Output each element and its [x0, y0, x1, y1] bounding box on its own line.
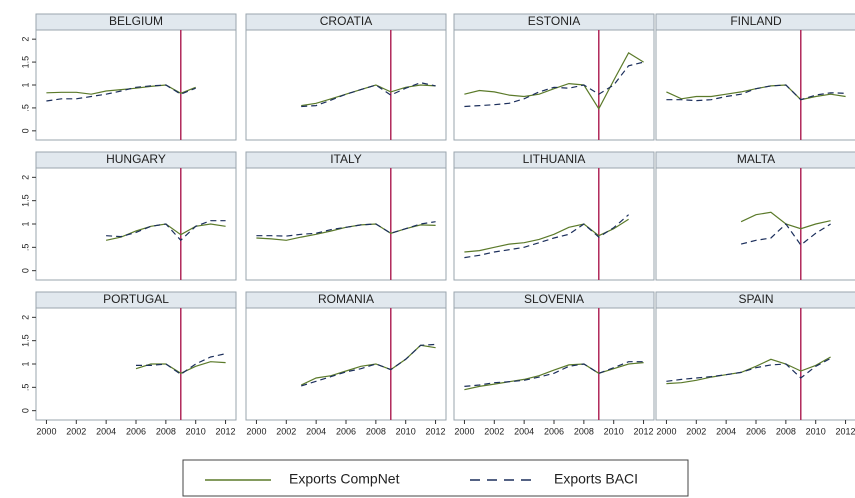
y-tick-label: 2: [20, 175, 30, 180]
y-tick-label: 1: [20, 361, 30, 366]
y-tick-label: 1.5: [20, 334, 30, 347]
panel-title: LITHUANIA: [523, 152, 586, 166]
plot-area: [35, 29, 237, 141]
y-tick-label: 2: [20, 37, 30, 42]
series-line: [46, 84, 196, 95]
plot-area: [245, 167, 447, 281]
plot-area: [453, 307, 655, 421]
x-tick-label: 2010: [186, 426, 206, 436]
series-line: [464, 361, 644, 387]
x-tick-label: 2000: [454, 426, 474, 436]
x-tick-label: 2002: [484, 426, 504, 436]
plot-area: [453, 167, 655, 281]
series-line: [135, 361, 226, 374]
x-tick-label: 2004: [306, 426, 326, 436]
series-line: [740, 223, 831, 246]
series-line: [106, 220, 226, 242]
x-tick-label: 2004: [716, 426, 736, 436]
y-tick-label: 2: [20, 315, 30, 320]
x-tick-label: 2000: [656, 426, 676, 436]
plot-area: [35, 167, 237, 281]
series-line: [301, 343, 436, 387]
x-tick-label: 2010: [396, 426, 416, 436]
x-tick-label: 2002: [686, 426, 706, 436]
x-tick-label: 2000: [246, 426, 266, 436]
panel-title: MALTA: [737, 152, 775, 166]
plot-area: [245, 307, 447, 421]
x-tick-label: 2012: [216, 426, 236, 436]
plot-area: [35, 307, 237, 421]
series-line: [464, 362, 644, 391]
panel-title: ROMANIA: [318, 292, 374, 306]
x-tick-label: 2012: [634, 426, 654, 436]
y-tick-label: 1.5: [20, 194, 30, 207]
legend-label: Exports BACI: [554, 471, 638, 487]
y-tick-label: 1: [20, 82, 30, 87]
panel-title: CROATIA: [320, 14, 372, 28]
x-tick-label: 2006: [336, 426, 356, 436]
plot-area: [655, 29, 855, 141]
x-tick-label: 2008: [156, 426, 176, 436]
y-tick-label: 1.5: [20, 56, 30, 69]
plot-area: [453, 29, 655, 141]
series-line: [464, 61, 644, 108]
series-line: [464, 52, 644, 111]
series-line: [46, 84, 196, 102]
x-tick-label: 2010: [806, 426, 826, 436]
x-tick-label: 2004: [96, 426, 116, 436]
y-tick-label: 0: [20, 268, 30, 273]
panel-title: FINLAND: [730, 14, 782, 28]
panel-title: SPAIN: [738, 292, 773, 306]
y-tick-label: 1: [20, 221, 30, 226]
series-line: [666, 356, 831, 385]
panel-title: PORTUGAL: [103, 292, 169, 306]
legend-box: [182, 459, 689, 497]
series-line: [136, 353, 226, 376]
x-tick-label: 2008: [776, 426, 796, 436]
x-tick-label: 2002: [66, 426, 86, 436]
x-tick-label: 2002: [276, 426, 296, 436]
y-tick-label: .5: [20, 384, 30, 392]
series-line: [666, 357, 831, 382]
series-line: [464, 218, 629, 253]
x-tick-label: 2008: [366, 426, 386, 436]
panel-title: BELGIUM: [109, 14, 163, 28]
x-tick-label: 2006: [544, 426, 564, 436]
legend-label: Exports CompNet: [289, 471, 400, 487]
x-tick-label: 2010: [604, 426, 624, 436]
x-tick-label: 2000: [36, 426, 56, 436]
y-tick-label: 0: [20, 128, 30, 133]
series-line: [301, 82, 436, 108]
panel-title: ITALY: [330, 152, 362, 166]
x-tick-label: 2008: [574, 426, 594, 436]
y-tick-label: .5: [20, 244, 30, 252]
plot-area: [655, 307, 855, 421]
series-line: [256, 221, 436, 237]
panel-title: ESTONIA: [528, 14, 580, 28]
plot-area: [655, 167, 855, 281]
panel-title: SLOVENIA: [524, 292, 584, 306]
panel-title: HUNGARY: [106, 152, 166, 166]
x-tick-label: 2004: [514, 426, 534, 436]
x-tick-label: 2006: [746, 426, 766, 436]
x-tick-label: 2012: [836, 426, 855, 436]
y-tick-label: .5: [20, 104, 30, 112]
series-line: [464, 214, 629, 259]
y-tick-label: 0: [20, 408, 30, 413]
x-tick-label: 2012: [426, 426, 446, 436]
x-tick-label: 2006: [126, 426, 146, 436]
series-line: [666, 84, 846, 102]
